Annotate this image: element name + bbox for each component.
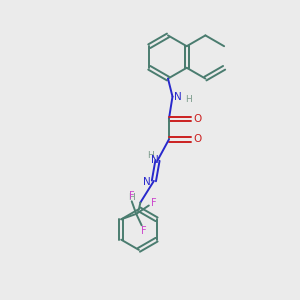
Text: N: N [143, 177, 151, 188]
Text: F: F [129, 191, 134, 201]
Text: N: N [174, 92, 182, 102]
Text: O: O [193, 134, 201, 145]
Text: F: F [141, 226, 147, 236]
Text: H: H [148, 151, 154, 160]
Text: H: H [129, 193, 135, 202]
Text: F: F [152, 198, 157, 208]
Text: H: H [185, 94, 191, 103]
Text: N: N [151, 155, 159, 165]
Text: O: O [193, 114, 201, 124]
